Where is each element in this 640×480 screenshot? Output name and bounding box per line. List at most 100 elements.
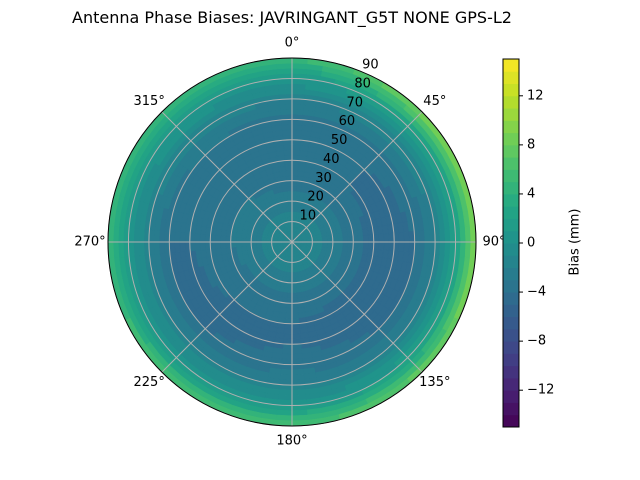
heatmap-cell (291, 149, 301, 156)
heatmap-cell (459, 241, 467, 258)
heatmap-cell (291, 124, 303, 131)
heatmap-cell (283, 333, 293, 340)
heatmap-cell (347, 241, 354, 248)
heatmap-cell (284, 165, 293, 172)
heatmap-cell (199, 241, 206, 251)
heatmap-cell (215, 234, 222, 243)
heatmap-cell (291, 374, 305, 381)
colorbar-band (503, 59, 519, 72)
heatmap-cell (459, 226, 467, 243)
colorbar-band (503, 328, 519, 342)
colorbar-band (503, 243, 519, 256)
r-tick-label: 10 (300, 209, 317, 224)
heatmap-cell (347, 236, 354, 243)
heatmap-cell (291, 323, 300, 330)
heatmap-cell (332, 237, 339, 243)
theta-tick-labels: 0° 45° 90° 135° 180° 225° 270° 315° (74, 36, 505, 449)
heatmap-cell (291, 175, 299, 182)
heatmap-cell (418, 241, 426, 254)
heatmap-cell (291, 307, 299, 314)
r-tick-label: 20 (307, 190, 324, 205)
heatmap-cell (250, 241, 257, 246)
theta-tick-label: 135° (419, 375, 450, 390)
theta-gridline (291, 241, 423, 373)
heatmap-cell (174, 231, 181, 243)
theta-tick-label: 270° (74, 235, 105, 250)
heatmap-cell (279, 103, 293, 110)
heatmap-cell (291, 328, 301, 335)
heatmap-cell (204, 234, 211, 243)
colorbar-band (503, 365, 519, 379)
heatmap-cell (281, 185, 288, 192)
colorbar-band (503, 292, 519, 305)
heatmap-cell (336, 232, 344, 239)
heatmap-cell (388, 241, 395, 252)
colorbar-tick-label: 8 (527, 137, 535, 152)
heatmap-cell (240, 241, 247, 247)
heatmap-cell (284, 159, 293, 166)
heatmap-cell (240, 245, 248, 252)
heatmap-cell (179, 241, 186, 253)
heatmap-cell (378, 233, 385, 243)
heatmap-cell (285, 302, 293, 309)
heatmap-cell (225, 235, 232, 243)
theta-tick-label: 0° (285, 36, 300, 51)
heatmap-cell (383, 241, 390, 251)
heatmap-cell (282, 190, 289, 198)
heatmap-cell (291, 154, 300, 161)
colorbar-band (503, 218, 519, 232)
heatmap-cell (327, 238, 334, 243)
heatmap-cell (189, 241, 196, 252)
heatmap-cell (281, 124, 293, 131)
heatmap-cell (398, 231, 405, 243)
heatmap-cell (291, 108, 304, 116)
colorbar-tick-label: −12 (527, 383, 554, 398)
colorbar-band (503, 377, 519, 391)
heatmap-cell (204, 241, 211, 250)
heatmap-cell (278, 88, 293, 95)
colorbar-band (503, 304, 519, 318)
heatmap-cell (291, 338, 302, 345)
heatmap-cell (278, 389, 293, 396)
heatmap-cell (291, 292, 298, 299)
heatmap-cell (287, 195, 293, 202)
heatmap-cell (285, 307, 293, 314)
colorbar-band (503, 120, 519, 134)
heatmap-cell (362, 234, 369, 243)
r-tick-label: 60 (339, 114, 356, 129)
colorbar-band (503, 255, 519, 269)
heatmap-cell (117, 226, 125, 243)
r-tick-label: 40 (323, 152, 340, 167)
heatmap-cell (398, 241, 405, 253)
theta-gridline (291, 111, 423, 243)
heatmap-cell (424, 229, 431, 243)
heatmap-cell (276, 67, 293, 75)
heatmap-cell (189, 232, 196, 243)
colorbar-band (503, 341, 519, 354)
heatmap-cell (235, 246, 242, 253)
heatmap-cell (286, 297, 293, 304)
heatmap-cell (209, 241, 216, 250)
theta-tick-label: 315° (134, 94, 165, 109)
colorbar-tick-label: 4 (527, 186, 535, 201)
colorbar-band (503, 414, 519, 428)
heatmap-cell (373, 234, 380, 243)
heatmap-cell (285, 170, 293, 177)
theta-tick-label: 225° (134, 375, 165, 390)
heatmap-cell (357, 235, 364, 243)
heatmap-cell (230, 236, 237, 243)
heatmap-cell (284, 312, 293, 319)
colorbar-band (503, 230, 519, 244)
heatmap-cell (296, 292, 303, 299)
heatmap-cell (277, 394, 293, 401)
r-tick-label: 50 (331, 133, 348, 148)
colorbar-band (503, 316, 519, 330)
colorbar-band (503, 279, 519, 293)
colorbar-band (503, 157, 519, 170)
heatmap-cell (295, 286, 302, 294)
heatmap-cell (291, 277, 296, 284)
heatmap-cell (362, 241, 369, 250)
heatmap-cell (291, 287, 297, 294)
heatmap-cell (291, 103, 305, 110)
